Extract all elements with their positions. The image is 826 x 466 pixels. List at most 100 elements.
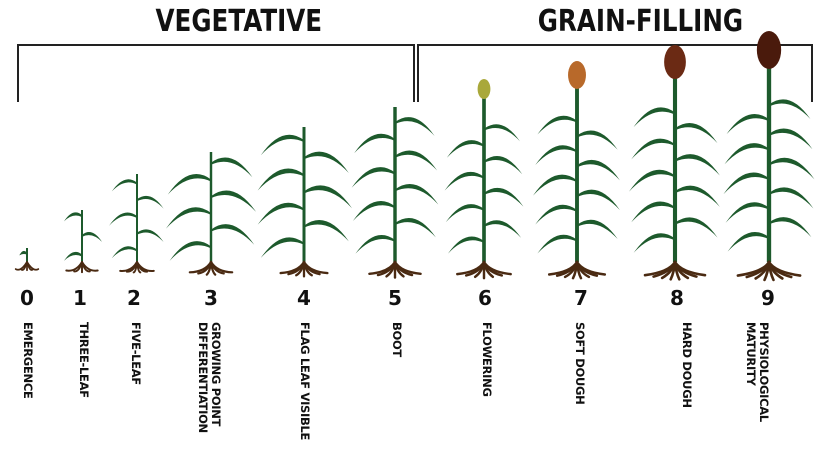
plant-stage-5 <box>351 107 439 279</box>
leaf <box>629 169 675 192</box>
leaf <box>633 107 675 128</box>
leaf <box>354 133 395 154</box>
leaf <box>395 150 438 171</box>
leaf <box>769 187 814 209</box>
stage-number-9: 9 <box>761 286 775 310</box>
leaf <box>631 138 675 160</box>
grain-head <box>756 31 782 69</box>
leaf <box>727 231 769 252</box>
leaf <box>484 220 522 238</box>
leaf <box>445 204 484 223</box>
leaf <box>769 99 811 120</box>
root <box>209 260 234 274</box>
leaf <box>167 174 211 195</box>
plant-stage-2 <box>109 174 164 274</box>
leaf <box>64 212 82 222</box>
stage-number-4: 4 <box>297 286 311 310</box>
stage-number-5: 5 <box>388 286 402 310</box>
leaf <box>675 217 718 238</box>
grain-head <box>477 79 491 99</box>
plant-stage-9 <box>723 31 815 282</box>
stage-label-boot: BOOT <box>390 322 404 357</box>
plant-stage-4 <box>257 127 352 278</box>
stage-number-7: 7 <box>574 286 588 310</box>
leaf <box>165 207 211 229</box>
root <box>393 260 422 275</box>
root <box>26 261 40 271</box>
leaf <box>675 185 720 207</box>
grain-head <box>568 61 586 89</box>
stage-number-1: 1 <box>73 286 87 310</box>
leaf <box>535 204 577 225</box>
leaf <box>351 167 395 188</box>
grain-head <box>664 45 686 79</box>
leaf <box>395 217 436 238</box>
stage-label-five-leaf: FIVE-LEAF <box>129 322 143 385</box>
leaf <box>484 187 524 207</box>
stage-label-flowering: FLOWERING <box>480 322 494 397</box>
leaf <box>19 250 27 256</box>
leaf <box>64 251 82 261</box>
leaf <box>633 233 675 253</box>
leaf <box>446 140 484 158</box>
leaf <box>395 117 435 136</box>
root <box>575 260 607 276</box>
leaf <box>631 201 675 223</box>
leaf <box>537 234 577 254</box>
leaf <box>137 195 164 209</box>
leaf <box>769 157 815 180</box>
stage-label-flag-leaf-visible: FLAG LEAF VISIBLE <box>298 322 312 441</box>
leaf <box>395 183 439 205</box>
plant-stage-6 <box>444 79 524 280</box>
leaf <box>769 217 812 238</box>
leaf <box>211 157 253 178</box>
leaf <box>725 202 769 223</box>
stage-label-hard-dough: HARD DOUGH <box>680 322 694 408</box>
leaf <box>537 115 577 135</box>
leaf <box>675 154 720 176</box>
leaf <box>533 174 577 196</box>
leaf <box>484 124 520 142</box>
leaf <box>211 224 255 245</box>
plant-stage-0 <box>14 248 40 272</box>
leaf <box>111 179 137 192</box>
leaf <box>484 156 523 175</box>
root <box>673 260 707 277</box>
leaf <box>726 113 769 135</box>
stage-number-6: 6 <box>478 286 492 310</box>
leaf <box>304 185 352 209</box>
plants-layer <box>14 31 815 282</box>
stage-label-soft-dough: SOFT DOUGH <box>573 322 587 405</box>
leaf <box>723 172 769 195</box>
stage-number-2: 2 <box>127 286 141 310</box>
stage-label-growing-point-differentiation: GROWING POINT DIFFERENTIATION <box>196 322 223 433</box>
leaf <box>577 130 618 150</box>
leaf <box>535 145 577 166</box>
plant-stage-1 <box>64 210 102 274</box>
leaf <box>352 200 395 221</box>
leaf <box>448 236 484 254</box>
leaf <box>137 229 164 243</box>
leaf <box>260 134 304 156</box>
stage-label-emergence: EMERGENCE <box>21 322 35 399</box>
leaf <box>577 189 620 211</box>
root <box>767 260 802 277</box>
vegetative-bracket <box>17 44 415 102</box>
leaf <box>109 212 137 226</box>
leaf <box>304 151 349 173</box>
leaf <box>444 171 484 191</box>
stage-number-3: 3 <box>204 286 218 310</box>
leaf <box>355 234 395 254</box>
leaf <box>304 220 349 242</box>
root <box>302 260 329 275</box>
stage-number-0: 0 <box>20 286 34 310</box>
leaf <box>169 241 211 261</box>
stage-label-physiological-maturity: PHYSIOLOGICAL MATURITY <box>744 322 771 422</box>
plant-stage-7 <box>533 61 620 280</box>
stage-label-three-leaf: THREE-LEAF <box>77 322 91 398</box>
grain-filling-bracket <box>417 44 813 102</box>
leaf <box>675 122 718 144</box>
plant-stage-8 <box>629 45 720 281</box>
